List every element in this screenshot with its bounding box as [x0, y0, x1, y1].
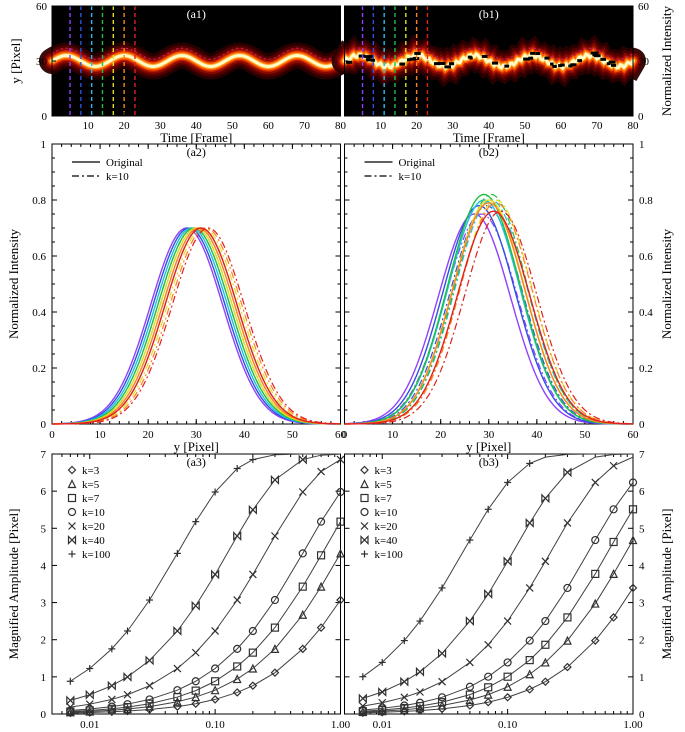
svg-text:Time [Frame]: Time [Frame]	[453, 130, 525, 145]
svg-text:Original: Original	[106, 157, 143, 169]
svg-text:10: 10	[95, 429, 107, 441]
svg-text:k=100: k=100	[375, 549, 404, 561]
svg-text:Original: Original	[399, 157, 436, 169]
svg-text:0.6: 0.6	[639, 251, 653, 263]
svg-text:1: 1	[639, 672, 645, 684]
svg-text:60: 60	[263, 120, 275, 132]
svg-text:30: 30	[638, 56, 650, 68]
svg-text:Normalized Intensity: Normalized Intensity	[659, 5, 674, 116]
svg-text:4: 4	[41, 560, 47, 572]
svg-text:(b3): (b3)	[479, 455, 499, 469]
svg-text:0.8: 0.8	[639, 195, 653, 207]
svg-text:40: 40	[239, 429, 251, 441]
svg-text:0: 0	[639, 419, 645, 431]
svg-text:0.2: 0.2	[639, 363, 653, 375]
svg-text:0.01: 0.01	[373, 719, 392, 731]
svg-text:60: 60	[36, 1, 48, 13]
svg-text:k=3: k=3	[375, 465, 393, 477]
svg-text:1: 1	[41, 672, 47, 684]
svg-text:k=7: k=7	[82, 493, 100, 505]
svg-text:0: 0	[639, 709, 645, 721]
svg-text:70: 70	[299, 120, 311, 132]
svg-text:2: 2	[41, 635, 47, 647]
svg-text:4: 4	[639, 560, 645, 572]
svg-text:y [Pixel]: y [Pixel]	[466, 439, 511, 454]
svg-text:0: 0	[342, 429, 348, 441]
svg-text:60: 60	[638, 1, 650, 13]
svg-text:0.4: 0.4	[639, 307, 653, 319]
svg-text:k=40: k=40	[375, 535, 398, 547]
svg-text:0.2: 0.2	[32, 363, 46, 375]
svg-text:k=3: k=3	[82, 465, 100, 477]
svg-text:30: 30	[36, 56, 48, 68]
svg-text:Time [Frame]: Time [Frame]	[160, 130, 232, 145]
svg-text:k=10: k=10	[106, 171, 129, 183]
svg-text:5: 5	[639, 523, 645, 535]
svg-text:0.8: 0.8	[32, 195, 46, 207]
svg-text:20: 20	[411, 120, 423, 132]
svg-text:k=5: k=5	[82, 479, 100, 491]
svg-text:1.00: 1.00	[331, 719, 351, 731]
svg-text:Magnified Amplitude [Pixel]: Magnified Amplitude [Pixel]	[6, 509, 21, 660]
svg-text:Normalized Intensity: Normalized Intensity	[6, 228, 21, 339]
svg-text:0.4: 0.4	[32, 307, 46, 319]
svg-text:2: 2	[639, 635, 645, 647]
svg-text:50: 50	[579, 429, 591, 441]
svg-text:80: 80	[335, 120, 347, 132]
svg-text:k=40: k=40	[82, 535, 105, 547]
svg-text:0.01: 0.01	[80, 719, 99, 731]
svg-text:5: 5	[41, 523, 47, 535]
svg-text:6: 6	[639, 486, 645, 498]
svg-text:y [Pixel]: y [Pixel]	[8, 38, 23, 83]
svg-text:3: 3	[41, 598, 47, 610]
svg-text:(b2): (b2)	[479, 145, 499, 159]
svg-text:7: 7	[41, 449, 47, 461]
svg-text:20: 20	[119, 120, 131, 132]
svg-text:10: 10	[375, 120, 387, 132]
svg-text:50: 50	[287, 429, 299, 441]
svg-text:k=20: k=20	[375, 521, 398, 533]
svg-text:20: 20	[435, 429, 447, 441]
figure-svg: 102030405060708003060Time [Frame]y [Pixe…	[0, 0, 685, 732]
svg-text:k=10: k=10	[82, 507, 105, 519]
svg-text:0: 0	[49, 429, 55, 441]
svg-text:10: 10	[83, 120, 95, 132]
svg-text:60: 60	[628, 429, 640, 441]
svg-text:k=20: k=20	[82, 521, 105, 533]
svg-text:10: 10	[387, 429, 399, 441]
svg-text:0: 0	[42, 111, 48, 123]
svg-text:(a1): (a1)	[187, 7, 206, 21]
svg-text:40: 40	[531, 429, 543, 441]
svg-text:20: 20	[143, 429, 155, 441]
svg-text:7: 7	[639, 449, 645, 461]
svg-text:3: 3	[639, 598, 645, 610]
svg-text:Magnified Amplitude [Pixel]: Magnified Amplitude [Pixel]	[659, 509, 674, 660]
svg-text:60: 60	[555, 120, 567, 132]
svg-text:0: 0	[41, 709, 47, 721]
svg-text:1: 1	[41, 139, 47, 151]
svg-text:Normalized Intensity: Normalized Intensity	[659, 228, 674, 339]
svg-text:k=100: k=100	[82, 549, 111, 561]
svg-text:(a2): (a2)	[187, 145, 206, 159]
svg-text:k=10: k=10	[399, 171, 422, 183]
svg-text:k=7: k=7	[375, 493, 393, 505]
svg-text:k=5: k=5	[375, 479, 393, 491]
svg-text:0.6: 0.6	[32, 251, 46, 263]
svg-text:(a3): (a3)	[187, 455, 206, 469]
svg-text:70: 70	[591, 120, 603, 132]
svg-text:(b1): (b1)	[479, 7, 499, 21]
svg-text:0: 0	[638, 111, 644, 123]
svg-text:y [Pixel]: y [Pixel]	[174, 439, 219, 454]
svg-text:6: 6	[41, 486, 47, 498]
svg-text:k=10: k=10	[375, 507, 398, 519]
svg-text:1: 1	[639, 139, 645, 151]
svg-text:0: 0	[41, 419, 47, 431]
